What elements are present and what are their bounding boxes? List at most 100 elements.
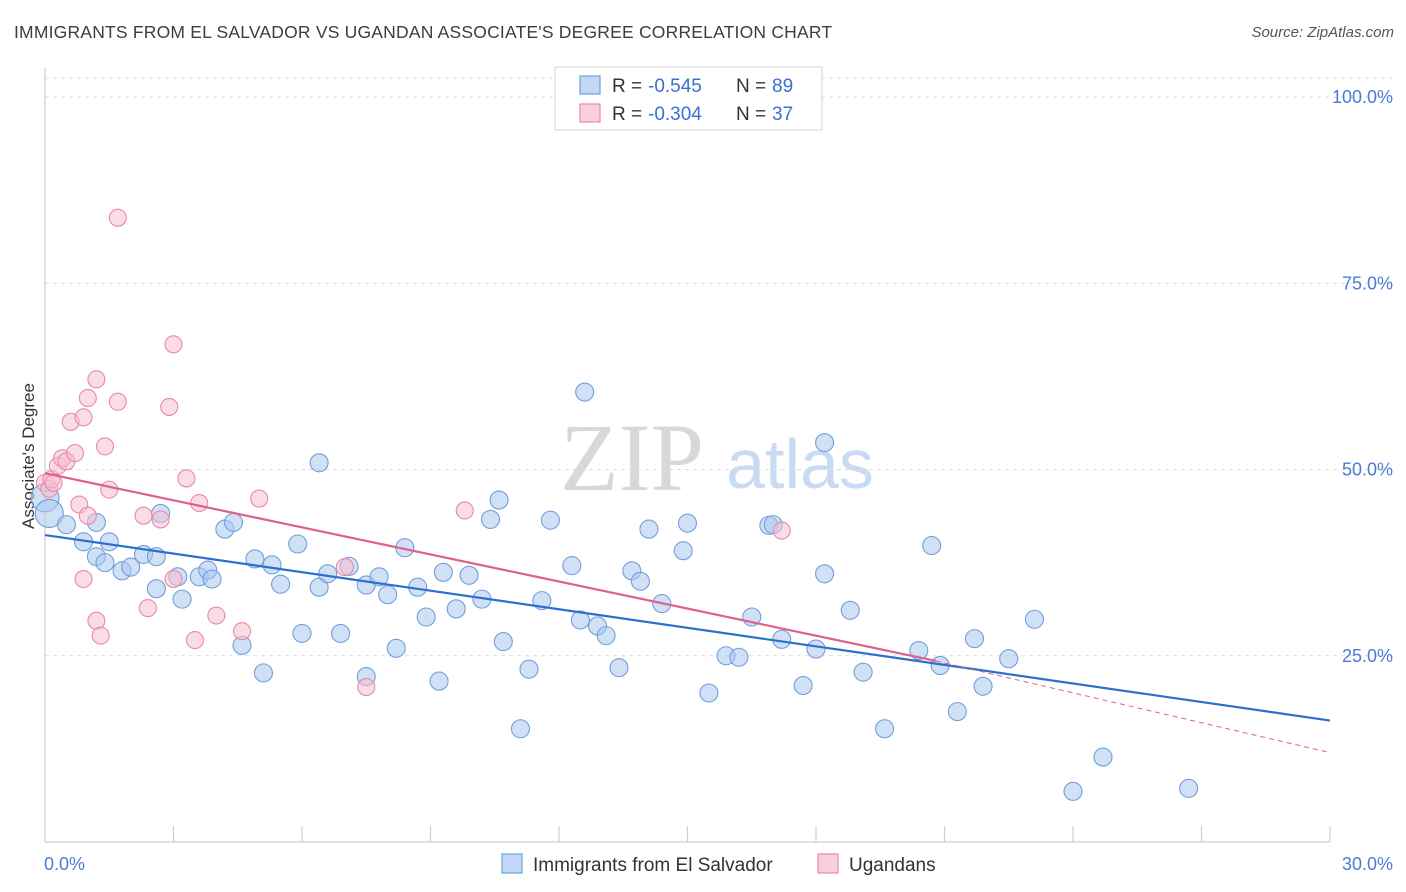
point-ugandans (151, 510, 170, 529)
trendlines (44, 472, 1331, 754)
point-el-salvador (806, 639, 826, 659)
point-el-salvador (253, 663, 274, 683)
point-el-salvador (1024, 609, 1044, 629)
legend-n-label-blue: N = (736, 76, 766, 97)
point-ugandans (87, 611, 106, 630)
point-el-salvador (56, 515, 76, 535)
point-el-salvador (540, 510, 560, 530)
point-el-salvador (947, 702, 967, 722)
point-ugandans (74, 569, 93, 589)
legend-n-value-blue: 89 (772, 76, 793, 97)
point-ugandans (87, 370, 106, 389)
legend-swatch-pink (579, 103, 601, 123)
point-el-salvador (793, 675, 813, 696)
y-tick-label: 100.0% (1332, 87, 1393, 107)
point-el-salvador (1063, 781, 1083, 801)
point-ugandans (177, 469, 196, 488)
y-tick-label: 25.0% (1342, 646, 1393, 666)
point-el-salvador (245, 549, 265, 569)
point-ugandans (65, 444, 85, 463)
point-el-salvador (772, 629, 792, 649)
point-ugandans (250, 489, 269, 508)
x-tick-labels: 0.0% 30.0% (44, 854, 1393, 874)
bottom-legend-swatch-blue (501, 853, 523, 874)
legend-r-value-pink: -0.304 (648, 104, 702, 125)
point-ugandans (335, 558, 354, 577)
point-el-salvador (909, 640, 929, 661)
point-ugandans (108, 392, 127, 411)
point-el-salvador (446, 599, 466, 619)
x-tick-label: 0.0% (44, 854, 85, 874)
point-ugandans (455, 501, 474, 520)
point-ugandans (134, 506, 153, 525)
point-ugandans (160, 397, 179, 416)
trendline-el-salvador (44, 533, 1331, 722)
point-el-salvador (874, 719, 895, 739)
point-el-salvador (922, 535, 942, 556)
stats-legend: R = -0.545 N = 89 R = -0.304 N = 37 (554, 66, 823, 131)
point-el-salvador (309, 577, 329, 597)
point-ugandans (100, 480, 119, 499)
point-el-salvador (172, 589, 192, 609)
point-el-salvador (459, 565, 479, 585)
legend-r-label-blue: R = (612, 76, 642, 97)
point-el-salvador (964, 629, 985, 649)
point-el-salvador (570, 610, 590, 630)
point-el-salvador (288, 534, 308, 554)
point-el-salvador (673, 541, 693, 561)
trendline-ugandans-extension (935, 660, 1331, 754)
point-el-salvador (429, 671, 449, 691)
point-el-salvador (433, 562, 453, 582)
point-ugandans (74, 408, 93, 427)
legend-swatch-blue (579, 75, 601, 95)
point-el-salvador (146, 579, 166, 599)
point-el-salvador (596, 626, 616, 646)
series-el-salvador (30, 382, 1199, 801)
point-el-salvador (262, 555, 282, 575)
y-tick-label: 75.0% (1342, 273, 1393, 293)
point-el-salvador (330, 623, 351, 643)
point-el-salvador (853, 662, 873, 682)
point-el-salvador (378, 585, 398, 605)
bottom-legend-label-blue: Immigrants from El Salvador (533, 855, 773, 876)
point-ugandans (357, 677, 376, 697)
y-tick-labels: 25.0% 50.0% 75.0% 100.0% (1332, 87, 1393, 666)
point-el-salvador (369, 567, 389, 587)
point-ugandans (108, 208, 127, 227)
point-ugandans (190, 493, 209, 513)
point-el-salvador (609, 658, 629, 678)
legend-r-label-pink: R = (612, 104, 642, 125)
point-el-salvador (815, 433, 835, 453)
point-el-salvador (677, 513, 698, 533)
point-ugandans (78, 506, 97, 525)
point-ugandans (138, 599, 157, 618)
point-ugandans (91, 626, 110, 645)
point-ugandans (164, 335, 183, 354)
point-el-salvador (840, 600, 860, 620)
chart-source: Source: ZipAtlas.com (1251, 24, 1394, 41)
point-el-salvador (34, 498, 64, 529)
legend-n-value-pink: 37 (772, 104, 793, 125)
point-el-salvador (639, 519, 659, 539)
point-ugandans (78, 388, 97, 408)
point-el-salvador (292, 623, 312, 643)
point-ugandans (164, 569, 183, 589)
legend-n-label-pink: N = (736, 104, 766, 125)
point-el-salvador (223, 512, 244, 532)
point-el-salvador (318, 564, 338, 584)
gridlines (45, 77, 1392, 657)
point-el-salvador (973, 676, 993, 696)
bottom-legend-label-pink: Ugandans (849, 855, 936, 876)
point-el-salvador (562, 556, 582, 576)
trendline-ugandans (44, 472, 937, 663)
point-el-salvador (480, 509, 501, 529)
watermark: ZIP atlas (560, 404, 874, 511)
point-el-salvador (1179, 778, 1199, 798)
point-ugandans (772, 521, 791, 540)
point-el-salvador (386, 638, 406, 658)
point-el-salvador (729, 647, 749, 667)
watermark-atlas: atlas (726, 425, 874, 503)
point-el-salvador (99, 532, 119, 552)
point-ugandans (185, 631, 204, 650)
